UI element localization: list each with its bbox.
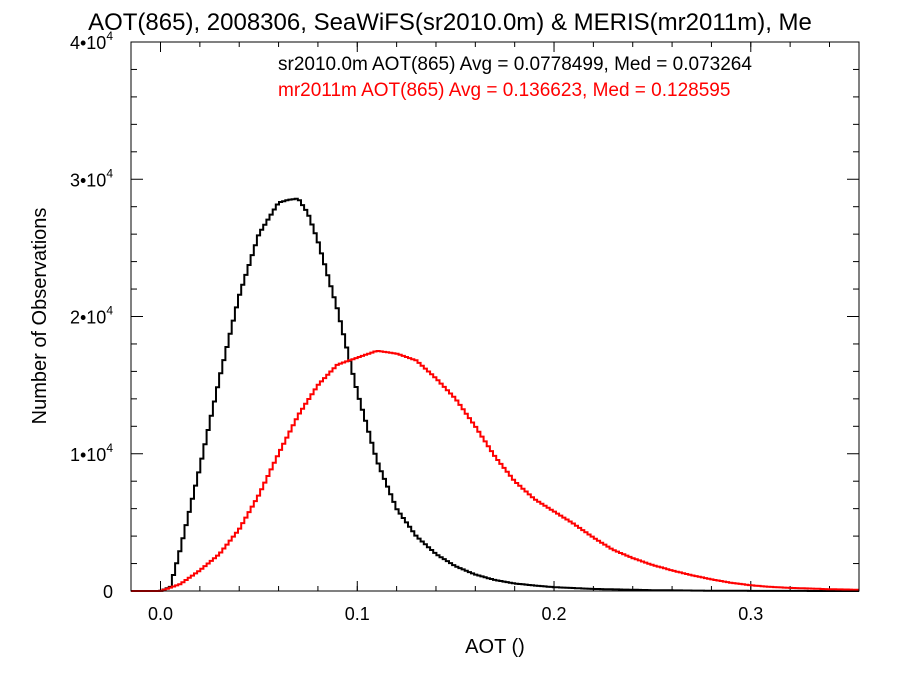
series-line-mr2011 <box>131 350 860 592</box>
y-tick-label-base: 3•10 <box>70 170 106 190</box>
x-tick-label: 0.0 <box>148 604 173 624</box>
y-tick-label-exponent: 4 <box>106 29 113 43</box>
y-axis-label: Number of Observations <box>29 208 51 425</box>
chart-title: AOT(865), 2008306, SeaWiFS(sr2010.0m) & … <box>88 9 812 36</box>
y-tick-label: 0 <box>103 582 113 602</box>
plot-frame <box>130 41 860 592</box>
y-tick-label-base: 4•10 <box>70 33 106 53</box>
y-tick-label-exponent: 4 <box>106 441 113 455</box>
y-tick-label-base: 1•10 <box>70 445 106 465</box>
x-tick-label: 0.1 <box>345 604 370 624</box>
legend-entry-sr2010: sr2010.0m AOT(865) Avg = 0.0778499, Med … <box>278 54 752 75</box>
y-tick-label-exponent: 4 <box>106 304 113 318</box>
y-tick-label-base: 2•10 <box>70 308 106 328</box>
x-axis-label: AOT () <box>465 636 525 658</box>
x-tick-label: 0.2 <box>542 604 567 624</box>
y-tick-label: 2•104 <box>70 304 113 328</box>
y-tick-label: 3•104 <box>70 166 113 190</box>
y-tick-label-base: 0 <box>103 582 113 602</box>
y-tick-label: 4•104 <box>70 29 113 53</box>
series-lines <box>131 197 860 592</box>
series-line-sr2010 <box>131 197 859 592</box>
x-tick-label: 0.3 <box>738 604 763 624</box>
y-tick-label: 1•104 <box>70 441 113 465</box>
y-tick-label-exponent: 4 <box>106 166 113 180</box>
legend-entry-mr2011: mr2011m AOT(865) Avg = 0.136623, Med = 0… <box>278 80 730 101</box>
